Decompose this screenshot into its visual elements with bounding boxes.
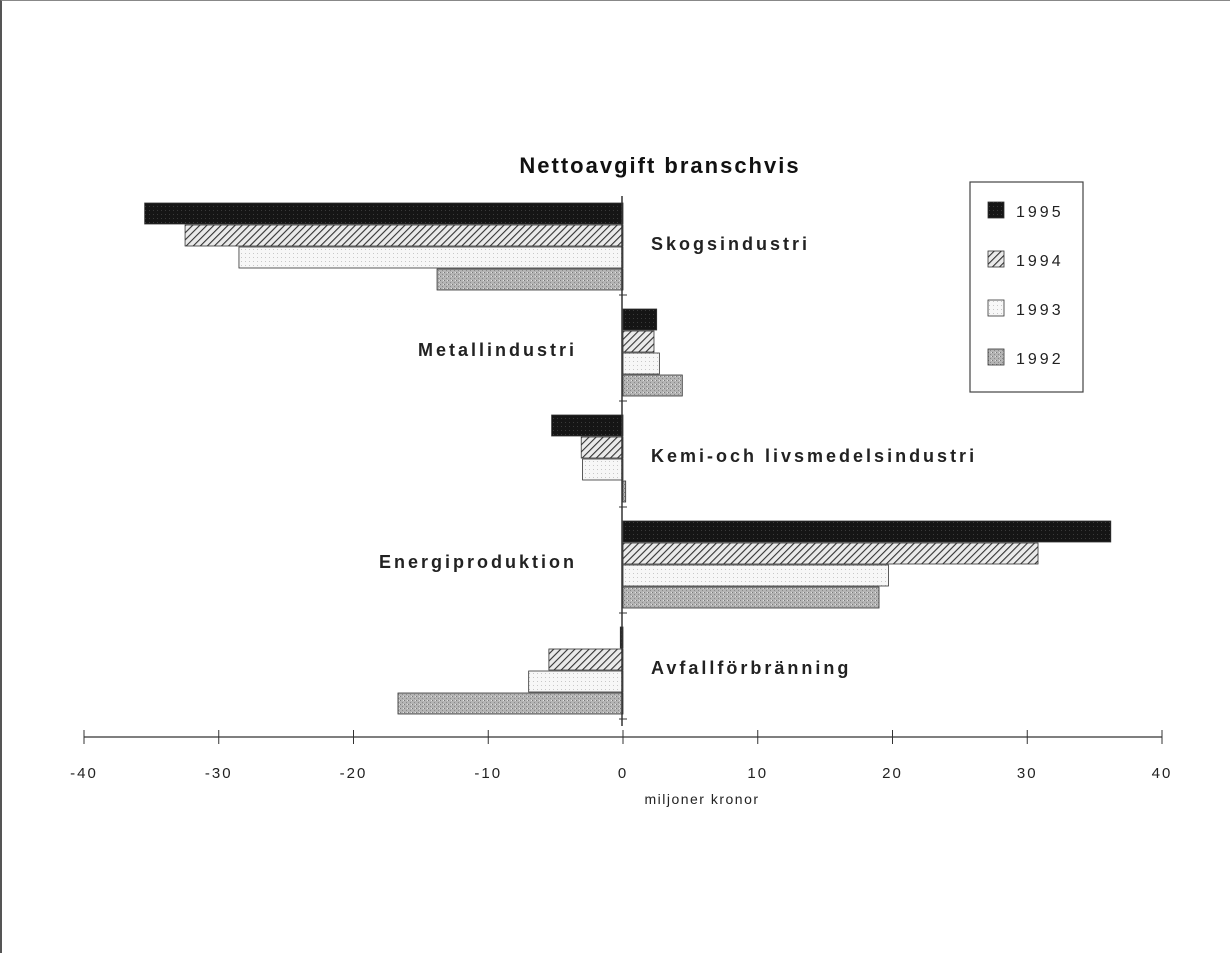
legend-swatch-1994 <box>987 250 1005 268</box>
x-tick-label: -20 <box>340 765 368 782</box>
bar-metallindustri-1992 <box>622 374 683 397</box>
bar-skogsindustri-1994 <box>184 224 624 247</box>
x-tick-label: 30 <box>1017 765 1038 782</box>
category-label-skogsindustri: Skogsindustri <box>651 234 810 254</box>
bar-skogsindustri-1993 <box>238 246 624 269</box>
x-tick-label: 20 <box>882 765 903 782</box>
bar-kemi-och-livsmedelsindustri-1994 <box>580 436 624 459</box>
category-label-energiproduktion: Energiproduktion <box>379 552 577 572</box>
bar-avfallförbränning-1992 <box>397 692 624 715</box>
bar-skogsindustri-1995 <box>144 202 624 225</box>
bar-metallindustri-1994 <box>622 330 655 353</box>
legend-swatch-1992 <box>987 348 1005 366</box>
x-tick-label: -10 <box>474 765 502 782</box>
legend-swatch-1995 <box>987 201 1005 219</box>
bar-kemi-och-livsmedelsindustri-1995 <box>551 414 624 437</box>
bar-avfallförbränning-1994 <box>548 648 624 671</box>
bar-energiproduktion-1993 <box>622 564 889 587</box>
legend-label-1995: 1995 <box>1016 204 1064 221</box>
bars-group <box>144 202 1112 720</box>
x-tick-label: -30 <box>205 765 233 782</box>
bar-kemi-och-livsmedelsindustri-1993 <box>582 458 624 481</box>
legend-label-1994: 1994 <box>1016 253 1064 270</box>
bar-energiproduktion-1994 <box>622 542 1039 565</box>
bar-kemi-och-livsmedelsindustri-1992 <box>622 480 627 503</box>
category-label-metallindustri: Metallindustri <box>418 340 577 360</box>
x-tick-label: 40 <box>1152 765 1173 782</box>
bar-energiproduktion-1992 <box>622 586 880 609</box>
x-tick-label: -40 <box>70 765 98 782</box>
category-label-kemi-och-livsmedelsindustri: Kemi-och livsmedelsindustri <box>651 446 977 466</box>
bar-skogsindustri-1992 <box>436 268 624 291</box>
bar-energiproduktion-1995 <box>622 520 1112 543</box>
x-axis-ticks: -40 -30 -20 -10 0 10 20 30 40 <box>70 730 1173 782</box>
x-tick-label: 0 <box>618 765 628 782</box>
legend-label-1993: 1993 <box>1016 302 1064 319</box>
category-label-avfallförbränning: Avfallförbränning <box>651 658 851 678</box>
bar-avfallförbränning-1993 <box>528 670 624 693</box>
category-labels: Skogsindustri Metallindustri Kemi-och livs… <box>379 234 977 678</box>
bar-metallindustri-1993 <box>622 352 660 375</box>
legend-label-1992: 1992 <box>1016 351 1064 368</box>
x-tick-label: 10 <box>747 765 768 782</box>
legend: 1995 1994 1993 1992 <box>969 181 1084 393</box>
bar-metallindustri-1995 <box>622 308 658 331</box>
chart-title: Nettoavgift branschvis <box>519 153 800 178</box>
legend-swatch-1993 <box>987 299 1005 317</box>
x-axis-title: miljoner kronor <box>644 791 759 807</box>
